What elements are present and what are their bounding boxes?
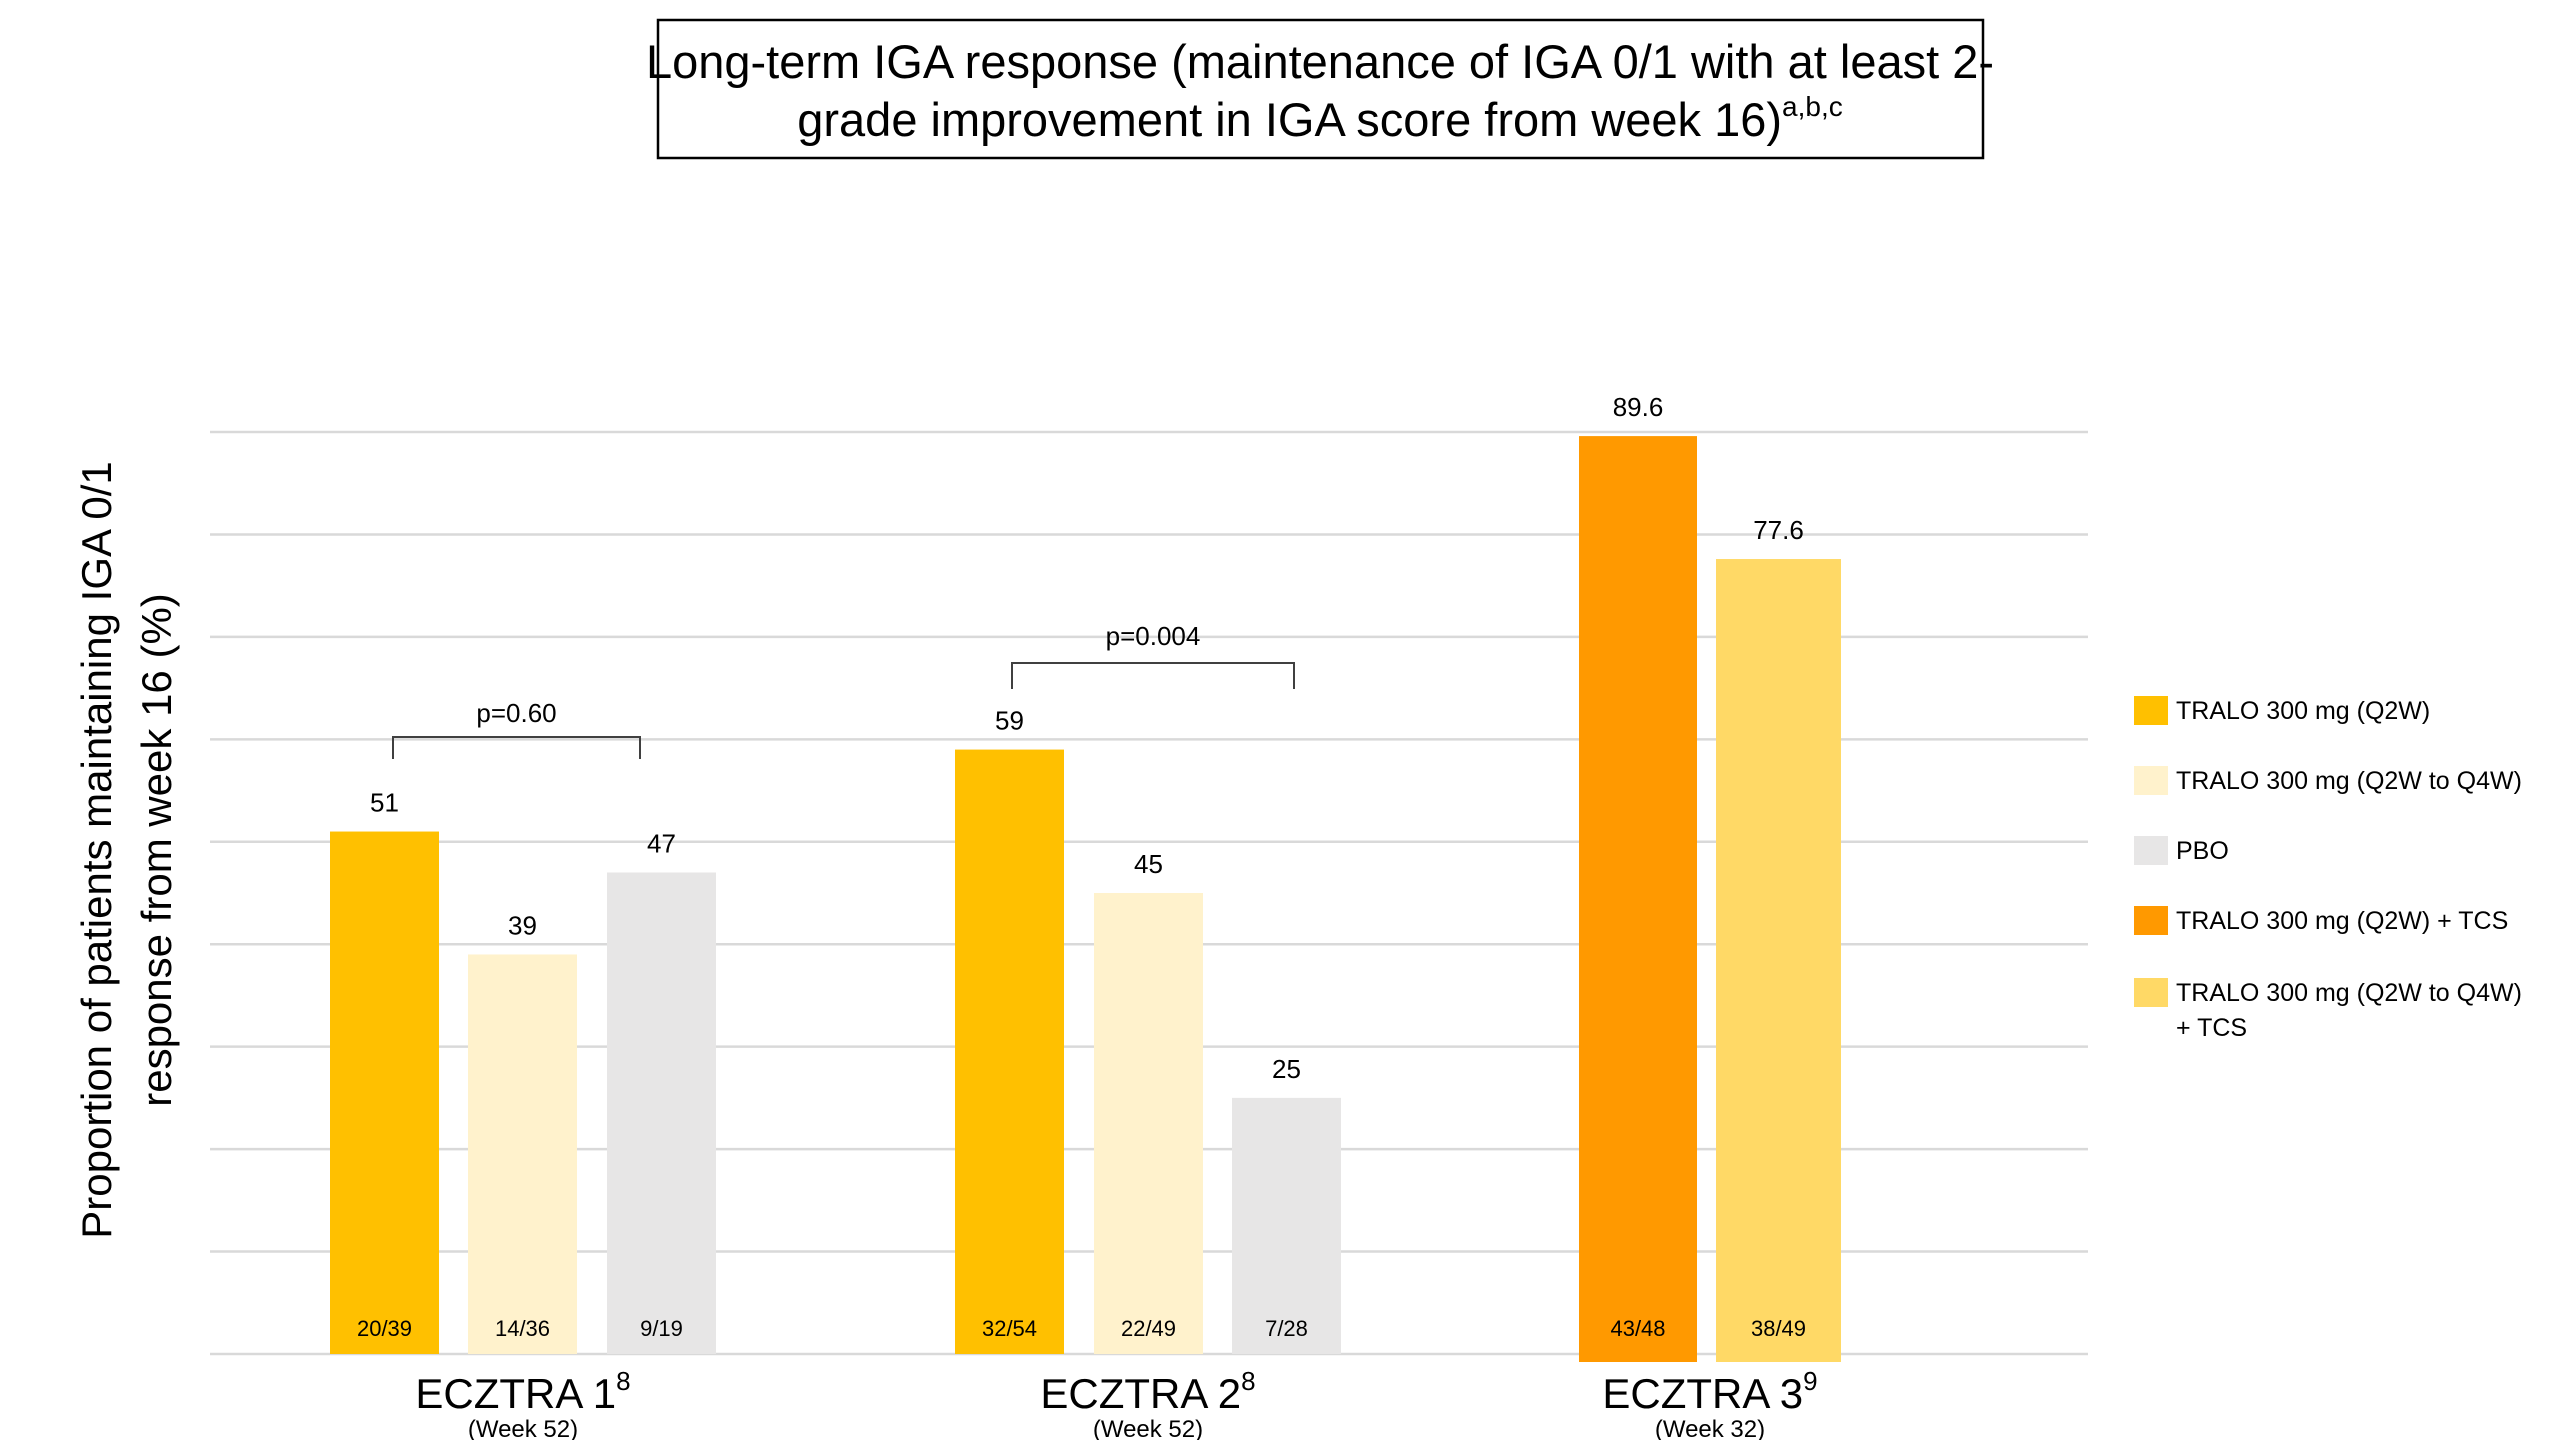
legend: TRALO 300 mg (Q2W) TRALO 300 mg (Q2W to Q… — [2134, 696, 2522, 1042]
bar — [1094, 893, 1203, 1354]
bar — [330, 831, 439, 1354]
legend-swatch — [2134, 696, 2168, 725]
sample-size-label: 7/28 — [1265, 1316, 1308, 1341]
legend-swatch — [2134, 906, 2168, 935]
x-tick-label: ECZTRA 39 — [1602, 1366, 1817, 1417]
legend-swatch — [2134, 978, 2168, 1007]
sample-size-label: 20/39 — [357, 1316, 412, 1341]
data-label: 25 — [1272, 1054, 1301, 1084]
legend-swatch — [2134, 766, 2168, 795]
data-label: 89.6 — [1613, 392, 1664, 422]
chart-title-line1: Long-term IGA response (maintenance of I… — [646, 35, 1994, 88]
legend-label: TRALO 300 mg (Q2W) + TCS — [2176, 907, 2508, 935]
data-label: 45 — [1134, 849, 1163, 879]
legend-item: TRALO 300 mg (Q2W) — [2134, 696, 2430, 725]
p-value-label: p=0.60 — [476, 698, 556, 728]
significance-bracket — [1011, 662, 1295, 689]
y-axis-label: Proportion of patients maintaining IGA 0… — [73, 461, 180, 1238]
sample-size-label: 32/54 — [982, 1316, 1037, 1341]
significance-bracket — [392, 736, 641, 759]
y-axis-label-line2: response from week 16 (%) — [133, 593, 180, 1107]
bar — [1579, 436, 1697, 1362]
bar — [1716, 559, 1841, 1362]
legend-label: TRALO 300 mg (Q2W to Q4W) — [2176, 767, 2522, 795]
chart-title-box: Long-term IGA response (maintenance of I… — [646, 18, 1994, 160]
legend-label: TRALO 300 mg (Q2W) — [2176, 697, 2430, 725]
x-tick-label: ECZTRA 18 — [415, 1366, 630, 1417]
legend-item: TRALO 300 mg (Q2W to Q4W) — [2134, 766, 2522, 795]
bar — [607, 872, 716, 1354]
x-tick-label-text: ECZTRA 3 — [1602, 1370, 1803, 1417]
sample-size-label: 14/36 — [495, 1316, 550, 1341]
data-label: 59 — [995, 706, 1024, 736]
legend-label: PBO — [2176, 837, 2229, 865]
x-tick-label-text: ECZTRA 2 — [1040, 1370, 1241, 1417]
data-label: 51 — [370, 788, 399, 818]
data-label: 77.6 — [1753, 515, 1804, 545]
bar — [1232, 1097, 1341, 1354]
sample-size-label: 9/19 — [640, 1316, 683, 1341]
y-axis-label-line1: Proportion of patients maintaining IGA 0… — [73, 461, 120, 1238]
chart-title-line2: grade improvement in IGA score from week… — [797, 93, 1782, 146]
chart-title-superscript: a,b,c — [1782, 91, 1843, 122]
sample-size-label: 38/49 — [1751, 1316, 1806, 1341]
x-tick-sublabel: (Week 32) — [1655, 1416, 1765, 1440]
bar — [468, 954, 577, 1354]
legend-label-line2: + TCS — [2176, 1014, 2247, 1042]
legend-item: PBO — [2134, 836, 2229, 865]
legend-item: TRALO 300 mg (Q2W) + TCS — [2134, 906, 2508, 935]
x-tick-label-text: ECZTRA 1 — [415, 1370, 616, 1417]
data-label: 39 — [508, 910, 537, 940]
legend-item: TRALO 300 mg (Q2W to Q4W) + TCS — [2134, 978, 2522, 1042]
data-label: 47 — [647, 829, 676, 859]
sample-size-label: 43/48 — [1610, 1316, 1665, 1341]
x-tick-sublabel: (Week 52) — [468, 1416, 578, 1440]
x-tick-label-superscript: 8 — [616, 1366, 630, 1396]
bar — [955, 749, 1064, 1354]
x-tick-label-superscript: 9 — [1803, 1366, 1817, 1396]
legend-label-line1: TRALO 300 mg (Q2W to Q4W) — [2176, 979, 2522, 1007]
legend-swatch — [2134, 836, 2168, 865]
p-value-label: p=0.004 — [1106, 621, 1201, 651]
x-tick-label-superscript: 8 — [1241, 1366, 1255, 1396]
sample-size-label: 22/49 — [1121, 1316, 1176, 1341]
x-tick-label: ECZTRA 28 — [1040, 1366, 1255, 1417]
chart-title-line2-wrap: grade improvement in IGA score from week… — [797, 91, 1843, 146]
x-tick-sublabel: (Week 52) — [1093, 1416, 1203, 1440]
